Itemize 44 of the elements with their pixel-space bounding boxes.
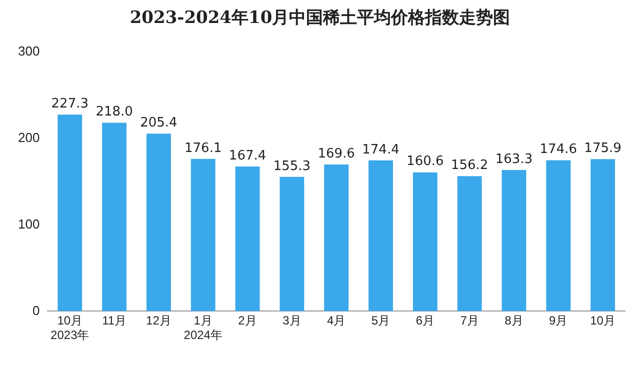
x-tick-label: 4月 [327, 314, 346, 328]
data-label: 175.9 [584, 140, 622, 156]
x-tick-label: 7月 [460, 314, 479, 328]
x-tick-label: 10月 [590, 314, 616, 328]
x-tick-label: 3月 [282, 314, 302, 328]
bar [368, 160, 393, 312]
data-label: 156.2 [450, 158, 488, 174]
bar [102, 122, 127, 312]
y-tick-label: 200 [18, 130, 40, 145]
x-tick-label: 1月 2024年 [184, 314, 222, 342]
data-label: 163.3 [495, 152, 533, 167]
x-tick-label: 8月 [504, 314, 524, 328]
data-label: 218.0 [96, 104, 133, 120]
data-label: 155.3 [273, 158, 311, 174]
y-tick-label: 300 [18, 43, 40, 58]
x-tick-label: 5月 [371, 314, 390, 328]
data-label: 174.6 [540, 142, 577, 158]
data-label: 205.4 [140, 115, 178, 130]
bar [546, 160, 571, 312]
data-label: 167.4 [228, 148, 266, 164]
data-label: 227.3 [51, 96, 89, 112]
bar [590, 159, 616, 312]
bar [146, 134, 171, 312]
y-tick-label: 0 [32, 302, 40, 318]
x-tick-label: 6月 [416, 314, 435, 328]
bar [457, 176, 482, 312]
bar [324, 164, 349, 312]
data-label: 174.4 [362, 142, 400, 158]
chart-title: 2023-2024年10月中国稀土平均价格指数走势图 [128, 7, 512, 29]
data-label: 176.1 [184, 140, 222, 156]
data-label: 160.6 [406, 154, 444, 170]
data-label: 169.6 [318, 146, 355, 162]
x-tick-label: 2月 [238, 314, 257, 328]
x-tick-label: 9月 [549, 314, 568, 328]
x-tick-label: 11月 [102, 314, 127, 328]
bar [412, 172, 438, 312]
bar [280, 176, 304, 312]
bar [190, 158, 216, 312]
bar [58, 114, 82, 312]
bar [235, 166, 260, 312]
x-tick-label: 10月 2023年 [50, 314, 90, 342]
y-tick-label: 100 [18, 216, 40, 232]
bar [502, 170, 526, 312]
x-tick-label: 12月 [146, 314, 172, 328]
